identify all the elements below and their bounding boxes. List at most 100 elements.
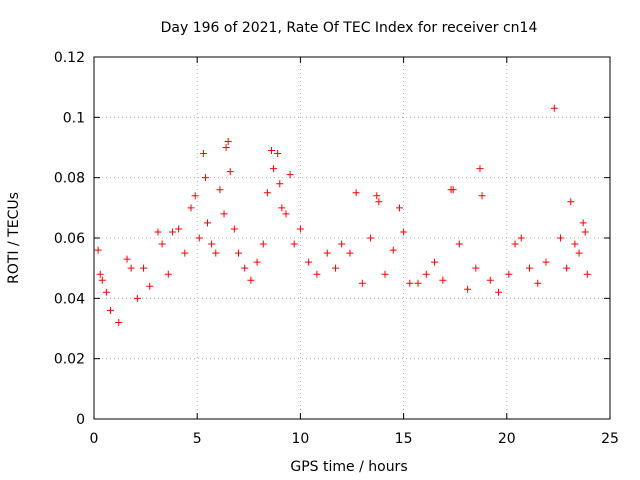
data-point [241,264,249,272]
data-point [567,198,575,206]
data-point [263,189,271,197]
data-point [216,186,224,194]
x-tick-label: 20 [498,431,516,447]
data-point [276,180,284,188]
data-point [422,270,430,278]
data-point [234,249,242,257]
data-point [94,246,102,254]
data-point [486,276,494,284]
data-point [164,270,172,278]
data-point [346,249,354,257]
data-point [191,192,199,200]
data-point [542,258,550,266]
data-point [253,258,261,266]
data-point [583,270,591,278]
y-tick-label: 0.08 [54,171,85,187]
data-point [98,276,106,284]
data-point [208,240,216,248]
data-point [431,258,439,266]
data-point [449,186,457,194]
data-point [313,270,321,278]
data-point [581,228,589,236]
data-point [140,264,148,272]
data-point [517,234,525,242]
data-point [367,234,375,242]
data-point [259,240,267,248]
data-point [526,264,534,272]
data-point [274,150,282,158]
data-point [406,279,414,287]
data-point [222,144,230,151]
data-point [305,258,313,266]
data-point [168,228,176,236]
data-point [476,165,484,173]
data-point [224,137,232,145]
x-tick-label: 5 [193,431,202,447]
data-point [400,228,408,236]
y-tick-label: 0.1 [63,110,85,126]
data-point [455,240,463,248]
data-point [123,255,131,263]
data-point [226,168,234,176]
data-point [115,318,123,326]
data-point [495,288,503,296]
x-tick-label: 25 [601,431,619,447]
x-axis-label: GPS time / hours [290,459,407,475]
data-point [290,240,298,248]
data-point [323,249,331,257]
data-point [146,282,154,290]
y-tick-label: 0.02 [54,352,85,368]
data-point [230,225,238,233]
data-point [505,270,513,278]
data-points [94,104,591,326]
data-point [395,204,403,212]
x-tick-label: 10 [291,431,309,447]
axis-ticks [93,56,611,420]
data-point [556,234,564,242]
data-point [331,264,339,272]
data-point [579,219,587,227]
data-point [296,225,304,233]
x-tick-label: 0 [90,431,99,447]
data-point [286,171,294,179]
data-point [511,240,519,248]
data-point [563,264,571,272]
x-tick-label: 15 [395,431,413,447]
data-point [381,270,389,278]
data-point [373,192,381,200]
data-point [220,210,228,218]
data-point [127,264,135,272]
data-point [158,240,166,248]
y-tick-label: 0.12 [54,50,85,66]
chart-title: Day 196 of 2021, Rate Of TEC Index for r… [161,20,538,36]
data-point [96,270,104,278]
data-point [282,210,290,218]
data-point [534,279,542,287]
data-point [414,279,422,287]
data-point [464,285,472,293]
y-tick-label: 0.06 [54,231,85,247]
data-point [195,234,203,242]
data-point [247,276,255,284]
y-tick-labels: 0 0.02 0.04 0.06 0.08 0.1 0.12 [54,50,85,428]
data-point [358,279,366,287]
data-point [352,189,360,197]
y-axis-label: ROTI / TECUs [6,192,22,284]
data-point [181,249,189,257]
data-point [270,165,278,173]
data-point [102,288,110,296]
data-point [571,240,579,248]
data-point [278,204,286,212]
data-point [133,294,141,302]
y-tick-label: 0.04 [54,291,85,307]
x-tick-labels: 0 5 10 15 20 25 [90,431,619,447]
data-point [204,219,212,227]
data-point [338,240,346,248]
data-point [575,249,583,257]
data-point [268,147,276,155]
data-point [199,150,207,158]
data-point [389,246,397,254]
data-point [107,306,115,314]
